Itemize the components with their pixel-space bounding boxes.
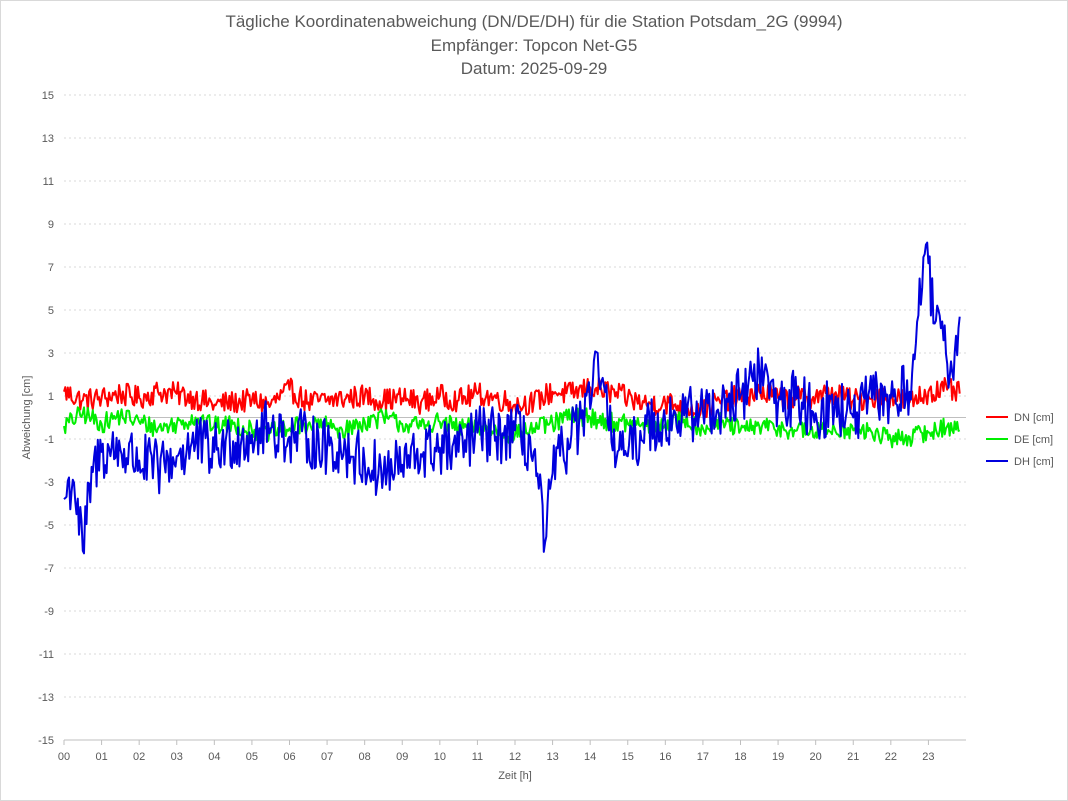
y-tick-label: -11 [39,649,54,661]
x-tick-label: 12 [509,751,521,763]
chart-subtitle-receiver: Empfänger: Topcon Net-G5 [430,36,638,55]
x-tick-label: 16 [659,751,671,763]
y-axis-label: Abweichung [cm] [21,376,33,460]
legend-label: DE [cm] [1014,434,1053,446]
series [63,241,961,555]
x-tick-label: 20 [810,751,822,763]
x-tick-label: 07 [321,751,333,763]
x-tick-label: 04 [208,751,220,763]
legend: DN [cm] DE [cm] DH [cm] [986,412,1054,468]
x-tick-label: 22 [885,751,897,763]
y-tick-label: 9 [48,219,54,231]
y-tick-label: -13 [38,692,54,704]
x-tick-label: 10 [434,751,446,763]
y-axis-ticks: 15 13 11 9 7 5 3 1 -1 -3 -5 -7 -9 -11 -13 -15 [38,90,54,747]
x-tick-label: 00 [58,751,70,763]
y-tick-label: 3 [48,348,54,360]
x-tick-label: 14 [584,751,596,763]
x-tick-label: 11 [472,751,483,763]
series-line-dh [63,241,961,555]
y-tick-label: 13 [42,133,54,145]
chart-subtitle-date: Datum: 2025-09-29 [460,59,608,78]
y-tick-label: 5 [48,305,54,317]
x-tick-label: 01 [95,751,107,763]
x-tick-label: 17 [697,751,709,763]
y-tick-label: -9 [44,606,54,618]
x-tick-label: 03 [171,751,183,763]
x-tick-label: 19 [772,751,784,763]
x-tick-label: 08 [359,751,371,763]
y-tick-label: 15 [42,90,54,102]
x-tick-label: 13 [546,751,558,763]
x-tick-label: 09 [396,751,408,763]
x-tick-label: 15 [622,751,634,763]
x-tick-label: 21 [847,751,859,763]
y-tick-label: 11 [43,176,54,188]
x-tick-label: 05 [246,751,258,763]
y-tick-label: 7 [48,262,54,274]
legend-label: DH [cm] [1014,456,1054,468]
x-tick-label: 23 [922,751,934,763]
y-tick-label: -15 [38,735,54,747]
x-tick-label: 02 [133,751,145,763]
x-axis-ticks: 00 01 02 03 04 05 06 07 08 09 10 11 12 13 14 15 16 17 18 19… [58,740,935,763]
x-tick-label: 06 [283,751,295,763]
y-tick-label: -1 [44,434,54,446]
legend-label: DN [cm] [1014,412,1054,424]
y-tick-label: -3 [44,477,54,489]
chart-title: Tägliche Koordinatenabweichung (DN/DE/DH… [225,12,843,31]
x-axis-label: Zeit [h] [498,770,532,782]
y-tick-label: 1 [48,391,54,403]
y-tick-label: -7 [44,563,54,575]
y-tick-label: -5 [44,520,54,532]
x-tick-label: 18 [734,751,746,763]
